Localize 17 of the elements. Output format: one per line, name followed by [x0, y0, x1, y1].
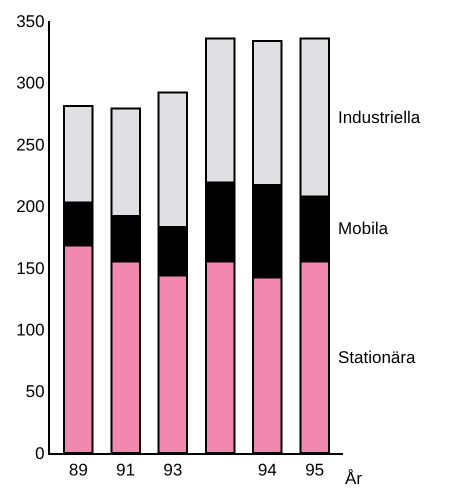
series-label: Stationära	[338, 348, 416, 367]
y-tick-label: 50	[26, 382, 45, 402]
x-tick-label: 91	[116, 460, 136, 480]
y-tick-label: 150	[16, 258, 45, 278]
x-tick-label: 95	[305, 460, 324, 480]
x-tick-label: 89	[68, 460, 88, 480]
y-tick-label: 0	[35, 444, 45, 463]
x-tick-label: 93	[163, 460, 182, 480]
y-tick-label: 200	[16, 197, 45, 216]
y-tick-label: 300	[16, 74, 45, 93]
y-tick-label: 100	[16, 320, 45, 340]
x-axis-title: År	[345, 469, 362, 488]
series-label: Industriella	[338, 108, 421, 127]
x-tick-label: 94	[258, 460, 277, 480]
y-tick-label: 250	[16, 135, 45, 154]
y-tick-label: 350	[16, 12, 45, 31]
series-label: Mobila	[338, 219, 389, 238]
